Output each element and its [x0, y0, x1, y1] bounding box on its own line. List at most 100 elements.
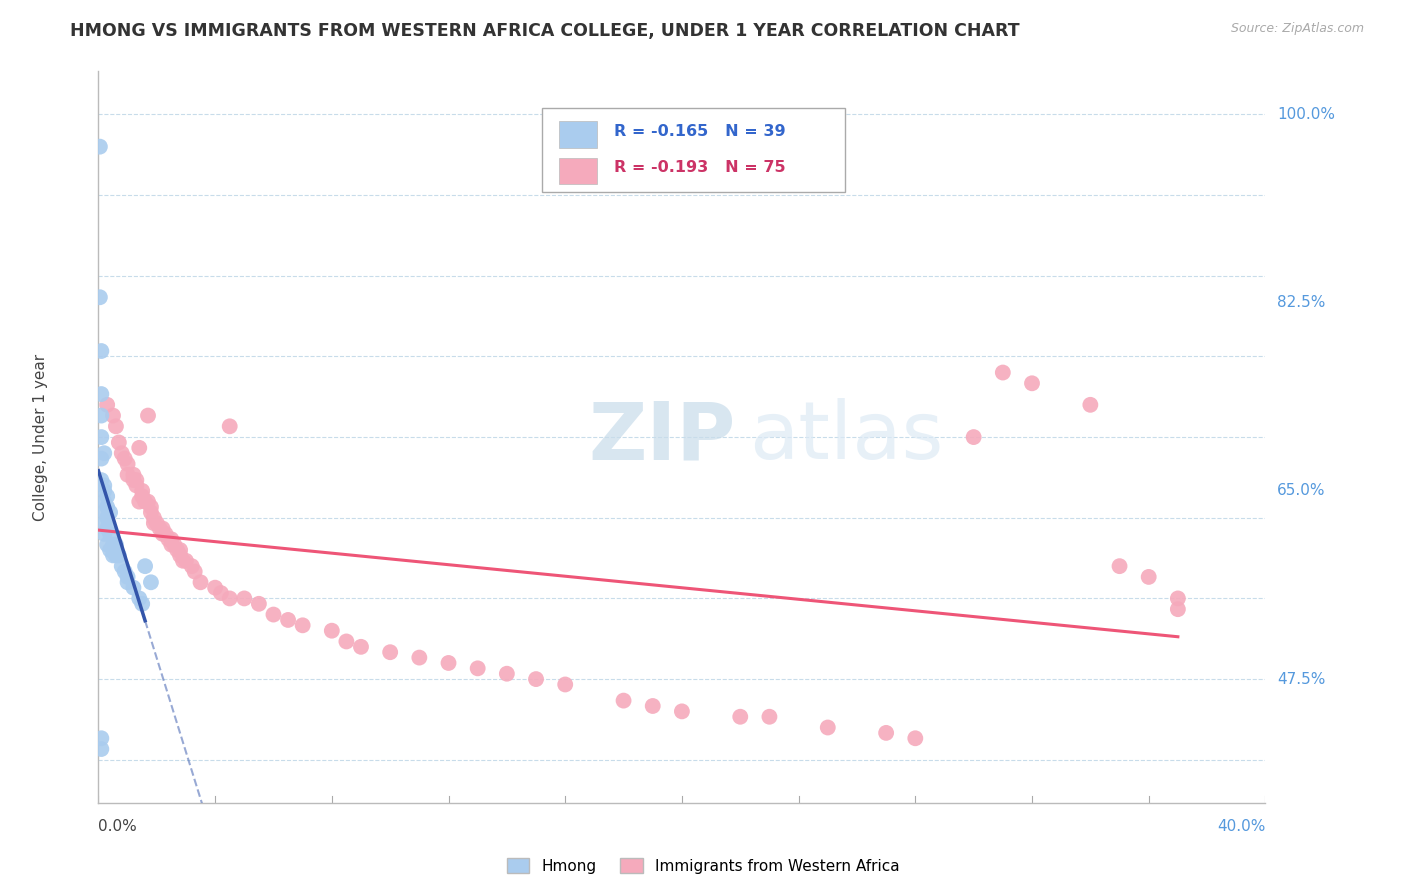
Point: [131, 597, 153, 611]
Point: [98, 543, 121, 558]
Point: [875, 726, 897, 740]
Point: [209, 586, 232, 600]
Point: [134, 494, 156, 508]
Point: [104, 538, 127, 552]
Point: [1108, 559, 1130, 574]
Text: 65.0%: 65.0%: [1277, 483, 1326, 499]
Point: [160, 533, 183, 547]
Point: [1167, 591, 1189, 606]
Point: [93, 483, 115, 498]
Text: Source: ZipAtlas.com: Source: ZipAtlas.com: [1230, 22, 1364, 36]
Point: [125, 473, 148, 487]
Point: [89, 290, 111, 304]
Point: [117, 575, 139, 590]
Point: [122, 473, 145, 487]
Point: [96, 510, 118, 524]
Point: [96, 489, 118, 503]
Point: [96, 521, 118, 535]
Point: [172, 554, 194, 568]
Point: [152, 521, 174, 535]
Point: [142, 516, 165, 530]
Point: [136, 409, 159, 423]
Point: [1080, 398, 1102, 412]
Point: [169, 549, 191, 563]
Text: R = -0.193   N = 75: R = -0.193 N = 75: [614, 161, 786, 176]
Point: [166, 543, 188, 558]
Text: 100.0%: 100.0%: [1277, 107, 1336, 122]
Text: atlas: atlas: [749, 398, 943, 476]
Point: [335, 634, 357, 648]
Point: [101, 538, 124, 552]
Point: [160, 538, 183, 552]
Text: HMONG VS IMMIGRANTS FROM WESTERN AFRICA COLLEGE, UNDER 1 YEAR CORRELATION CHART: HMONG VS IMMIGRANTS FROM WESTERN AFRICA …: [70, 22, 1019, 40]
Point: [108, 549, 131, 563]
FancyBboxPatch shape: [541, 108, 845, 192]
Point: [174, 554, 197, 568]
Point: [991, 366, 1014, 380]
Point: [218, 419, 240, 434]
Point: [730, 710, 752, 724]
Text: College, Under 1 year: College, Under 1 year: [32, 353, 48, 521]
Point: [90, 731, 112, 746]
Point: [90, 451, 112, 466]
Point: [190, 575, 212, 590]
Point: [90, 387, 112, 401]
Point: [122, 581, 145, 595]
Point: [98, 505, 121, 519]
Point: [96, 398, 118, 412]
Point: [104, 419, 127, 434]
Point: [1137, 570, 1160, 584]
Point: [93, 478, 115, 492]
Point: [108, 435, 131, 450]
Point: [90, 344, 112, 359]
Point: [139, 505, 162, 519]
Point: [90, 430, 112, 444]
Point: [111, 559, 134, 574]
Text: 82.5%: 82.5%: [1277, 295, 1326, 310]
Point: [89, 139, 111, 153]
Point: [155, 527, 177, 541]
Point: [136, 494, 159, 508]
Point: [277, 613, 299, 627]
Point: [671, 704, 693, 718]
Point: [104, 549, 127, 563]
Point: [152, 527, 174, 541]
Point: [139, 500, 162, 514]
Point: [1167, 602, 1189, 616]
Point: [93, 505, 115, 519]
Point: [134, 559, 156, 574]
Point: [117, 570, 139, 584]
Point: [128, 494, 150, 508]
Text: 0.0%: 0.0%: [98, 819, 138, 834]
Point: [114, 451, 136, 466]
Point: [125, 478, 148, 492]
Point: [467, 661, 489, 675]
Point: [817, 721, 839, 735]
Point: [90, 742, 112, 756]
Point: [350, 640, 373, 654]
Point: [204, 581, 226, 595]
Text: 47.5%: 47.5%: [1277, 672, 1326, 687]
Point: [321, 624, 343, 638]
Text: R = -0.165   N = 39: R = -0.165 N = 39: [614, 124, 786, 139]
Point: [641, 698, 664, 713]
Point: [101, 409, 124, 423]
Text: 40.0%: 40.0%: [1218, 819, 1265, 834]
Point: [131, 483, 153, 498]
Point: [524, 672, 547, 686]
Point: [93, 446, 115, 460]
Point: [1021, 376, 1043, 391]
Point: [128, 591, 150, 606]
FancyBboxPatch shape: [560, 121, 596, 148]
Point: [131, 489, 153, 503]
Point: [758, 710, 780, 724]
Point: [291, 618, 314, 632]
Point: [437, 656, 460, 670]
Point: [612, 693, 634, 707]
Point: [262, 607, 284, 622]
Point: [157, 533, 180, 547]
Point: [233, 591, 256, 606]
Point: [247, 597, 270, 611]
Point: [96, 500, 118, 514]
Point: [496, 666, 519, 681]
